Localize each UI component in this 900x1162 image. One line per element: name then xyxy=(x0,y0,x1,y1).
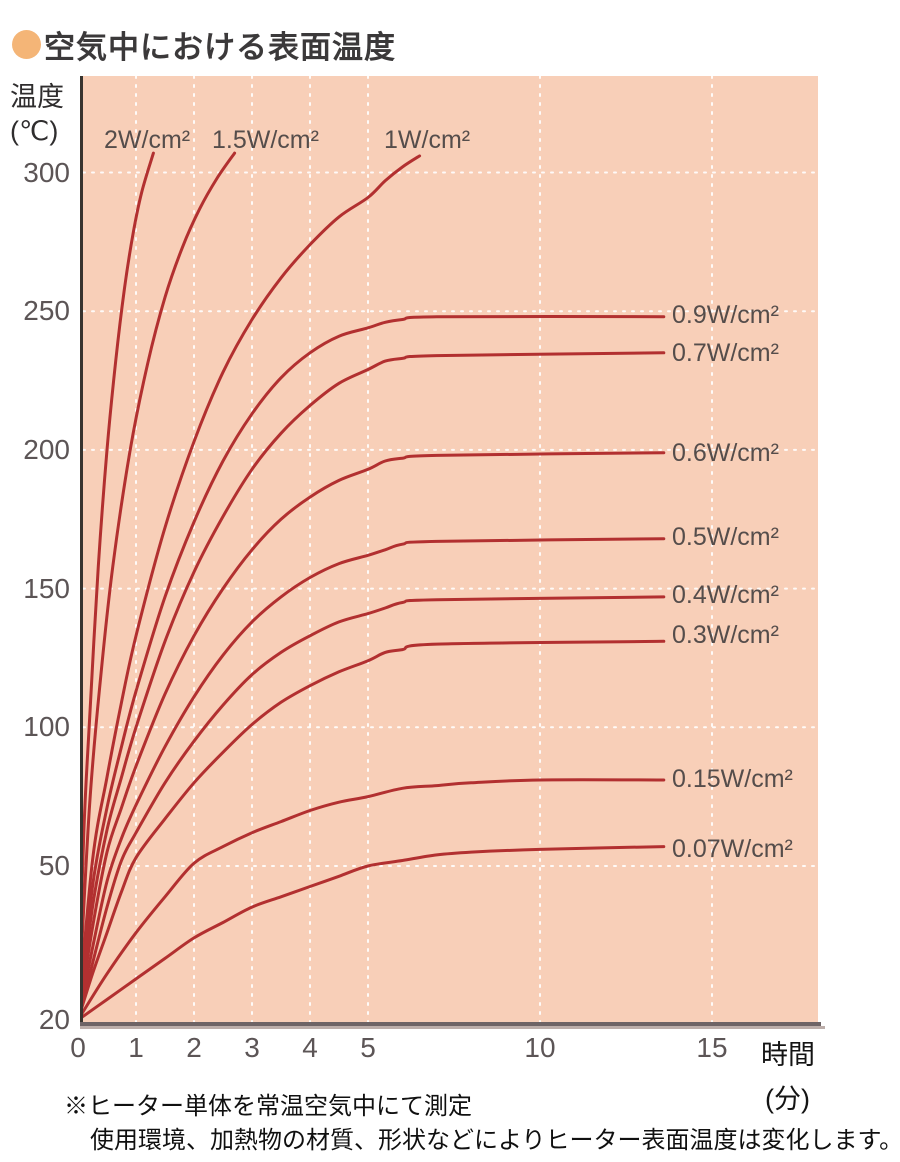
curve-label: 0.6W/cm² xyxy=(672,439,779,467)
curve-label: 0.3W/cm² xyxy=(672,621,779,649)
y-tick-label: 150 xyxy=(23,572,70,604)
temperature-curve xyxy=(80,351,666,1017)
y-axis-unit-name: 温度 xyxy=(10,82,64,112)
x-tick-label: 0 xyxy=(70,1032,86,1063)
temperature-curve xyxy=(80,451,666,1017)
x-tick-label: 10 xyxy=(524,1032,556,1063)
temperature-curve xyxy=(80,151,155,1004)
x-tick-label: 2 xyxy=(186,1032,202,1063)
x-axis-unit-name: 時間 xyxy=(761,1040,815,1070)
temperature-curve xyxy=(80,845,666,1021)
y-tick-label: 200 xyxy=(23,433,70,465)
curve-label: 1.5W/cm² xyxy=(212,126,319,154)
y-axis-unit-symbol: (℃) xyxy=(10,116,59,146)
x-axis-line xyxy=(80,1022,821,1026)
temperature-curve xyxy=(80,315,666,1016)
curve-label: 2W/cm² xyxy=(104,126,191,154)
temperature-curve xyxy=(80,639,666,1019)
curve-label: 0.07W/cm² xyxy=(672,835,793,863)
y-axis-unit: 温度 (℃) xyxy=(10,80,82,148)
x-tick-label: 15 xyxy=(696,1032,728,1063)
temperature-curve xyxy=(80,154,422,1015)
x-tick-label: 1 xyxy=(128,1032,144,1063)
chart-title: 空気中における表面温度 xyxy=(44,30,396,65)
temperature-curve xyxy=(80,778,666,1020)
temperature-curve xyxy=(80,151,237,1011)
curve-label: 0.5W/cm² xyxy=(672,523,779,551)
temperature-curve xyxy=(80,537,666,1018)
x-axis-unit: 時間 (分) xyxy=(761,1033,815,1121)
y-tick-label: 50 xyxy=(38,850,70,881)
y-tick-label: 250 xyxy=(23,295,70,327)
curve-label: 0.9W/cm² xyxy=(672,301,779,329)
y-tick-label: 300 xyxy=(23,156,70,188)
section-header: 空気中における表面温度 xyxy=(12,22,396,67)
curve-label: 0.7W/cm² xyxy=(672,339,779,367)
y-tick-label: 20 xyxy=(38,1004,70,1035)
y-tick-label: 100 xyxy=(23,711,70,743)
curve-label: 0.15W/cm² xyxy=(672,765,793,793)
x-tick-label: 4 xyxy=(302,1032,318,1063)
y-axis-line xyxy=(80,76,83,1022)
curve-label: 1W/cm² xyxy=(384,126,471,154)
x-tick-label: 5 xyxy=(360,1032,376,1063)
temperature-curve xyxy=(80,595,666,1019)
x-axis-unit-symbol: (分) xyxy=(765,1084,810,1114)
footnote-measurement: ※ヒーター単体を常温空気中にて測定 xyxy=(64,1093,472,1120)
curve-label: 0.4W/cm² xyxy=(672,581,779,609)
footnote-disclaimer: 使用環境、加熱物の材質、形状などによりヒーター表面温度は変化します。 xyxy=(90,1127,900,1154)
bullet-icon xyxy=(12,30,41,59)
x-tick-label: 3 xyxy=(244,1032,260,1063)
x-axis-shadow xyxy=(80,1026,825,1029)
